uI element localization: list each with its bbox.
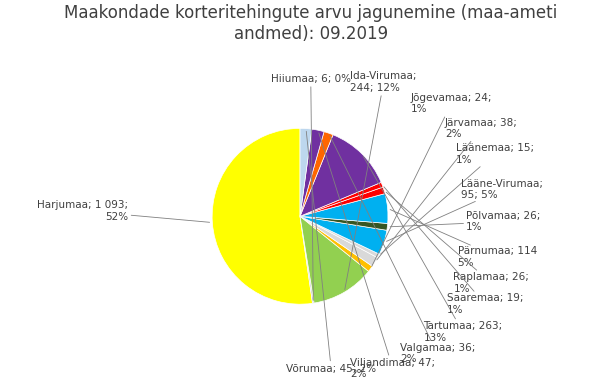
Text: Tartumaa; 263;
13%: Tartumaa; 263; 13%: [363, 156, 503, 343]
Text: Järvamaa; 38;
2%: Järvamaa; 38; 2%: [377, 118, 518, 260]
Text: Võrumaa; 45; 2%: Võrumaa; 45; 2%: [286, 131, 376, 374]
Wedge shape: [300, 132, 333, 216]
Wedge shape: [300, 128, 312, 216]
Wedge shape: [300, 194, 388, 223]
Wedge shape: [300, 216, 368, 303]
Text: Lääne-Virumaa;
95; 5%: Lääne-Virumaa; 95; 5%: [386, 179, 543, 241]
Text: Valgamaa; 36;
2%: Valgamaa; 36; 2%: [330, 136, 475, 364]
Text: Harjumaa; 1 093;
52%: Harjumaa; 1 093; 52%: [37, 200, 209, 222]
Wedge shape: [300, 135, 381, 216]
Text: Läänemaa; 15;
1%: Läänemaa; 15; 1%: [380, 143, 533, 254]
Wedge shape: [300, 216, 379, 258]
Text: Viljandimaa; 47;
2%: Viljandimaa; 47; 2%: [319, 133, 436, 379]
Wedge shape: [300, 187, 385, 216]
Wedge shape: [300, 216, 373, 271]
Wedge shape: [300, 182, 383, 216]
Text: Jõgevamaa; 24;
1%: Jõgevamaa; 24; 1%: [372, 93, 492, 266]
Text: Saaremaa; 19;
1%: Saaremaa; 19; 1%: [384, 187, 523, 315]
Wedge shape: [300, 129, 324, 216]
Wedge shape: [212, 128, 313, 304]
Text: Raplamaa; 26;
1%: Raplamaa; 26; 1%: [386, 192, 529, 294]
Wedge shape: [300, 216, 377, 266]
Text: Hiiumaa; 6; 0%: Hiiumaa; 6; 0%: [271, 74, 351, 300]
Wedge shape: [300, 216, 314, 303]
Text: Põlvamaa; 26;
1%: Põlvamaa; 26; 1%: [390, 211, 541, 232]
Title: Maakondade korteritehingute arvu jagunemine (maa-ameti
andmed): 09.2019: Maakondade korteritehingute arvu jagunem…: [64, 4, 557, 43]
Text: Ida-Virumaa;
244; 12%: Ida-Virumaa; 244; 12%: [345, 71, 417, 290]
Wedge shape: [300, 216, 388, 230]
Wedge shape: [300, 216, 387, 254]
Text: Pärnumaa; 114
5%: Pärnumaa; 114 5%: [390, 210, 537, 268]
